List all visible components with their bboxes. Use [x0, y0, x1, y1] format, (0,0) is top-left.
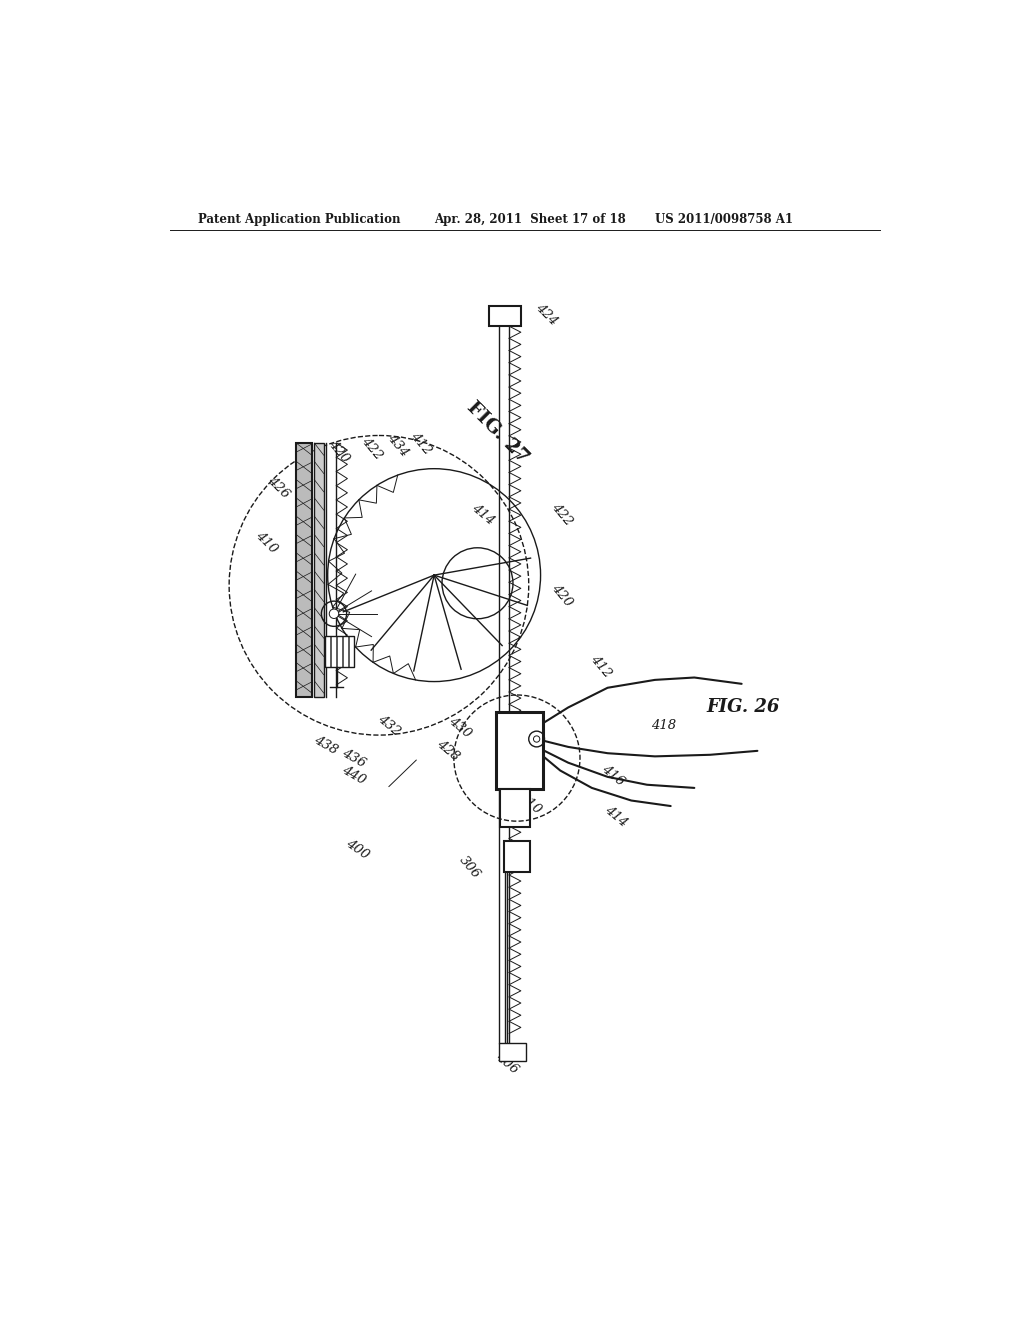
- Text: 418: 418: [651, 719, 676, 733]
- Text: 416: 416: [599, 763, 627, 788]
- Text: Apr. 28, 2011  Sheet 17 of 18: Apr. 28, 2011 Sheet 17 of 18: [434, 213, 626, 226]
- Bar: [496, 713, 543, 788]
- Text: 414: 414: [602, 803, 630, 829]
- Bar: [504, 841, 529, 873]
- Text: 430: 430: [446, 714, 473, 741]
- Text: 434: 434: [384, 432, 411, 459]
- Bar: [499, 1043, 526, 1061]
- Text: FIG. 26: FIG. 26: [707, 698, 779, 717]
- Text: FIG. 27: FIG. 27: [463, 399, 532, 467]
- Circle shape: [330, 609, 339, 619]
- Text: 440: 440: [340, 763, 368, 787]
- Text: US 2011/0098758 A1: US 2011/0098758 A1: [655, 213, 793, 226]
- Bar: [325, 636, 354, 667]
- Text: 410: 410: [253, 529, 280, 556]
- Text: 424: 424: [532, 301, 560, 327]
- Text: 426: 426: [264, 474, 292, 502]
- Text: 306: 306: [457, 854, 482, 882]
- Text: 422: 422: [549, 500, 574, 528]
- Bar: [314, 444, 324, 697]
- Text: 410: 410: [516, 791, 544, 817]
- Text: 406: 406: [494, 1049, 521, 1076]
- Text: Patent Application Publication: Patent Application Publication: [198, 213, 400, 226]
- Text: 428: 428: [434, 737, 462, 763]
- Text: 400: 400: [343, 837, 372, 862]
- Bar: [489, 306, 521, 326]
- Bar: [296, 444, 312, 697]
- Bar: [501, 788, 530, 828]
- Text: 420: 420: [326, 437, 352, 465]
- Text: 438: 438: [312, 733, 340, 756]
- Text: 420: 420: [549, 582, 574, 610]
- Text: 436: 436: [340, 746, 368, 770]
- Text: 414: 414: [470, 502, 498, 527]
- Text: 412: 412: [588, 653, 614, 680]
- Text: 422: 422: [359, 434, 385, 462]
- Text: 432: 432: [375, 713, 402, 739]
- Text: 412: 412: [409, 429, 434, 457]
